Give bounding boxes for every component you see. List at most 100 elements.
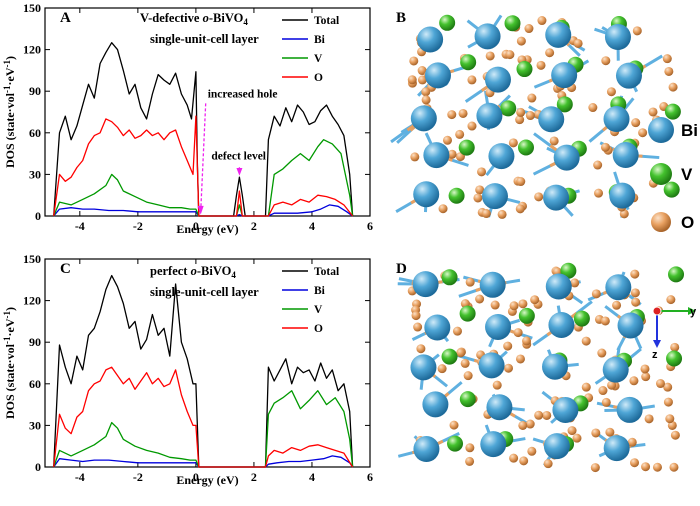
oxygen-atom bbox=[544, 459, 553, 468]
bismuth-atom bbox=[542, 354, 568, 380]
bismuth-atom bbox=[617, 397, 643, 423]
defect-level-arrowhead bbox=[236, 168, 242, 176]
bismuth-atom bbox=[486, 394, 512, 420]
vanadium-atom bbox=[500, 100, 516, 116]
bismuth-atom bbox=[543, 185, 569, 211]
bismuth-atom bbox=[417, 27, 443, 53]
oxygen-atom bbox=[438, 364, 447, 373]
bismuth-atom bbox=[480, 431, 506, 457]
oxygen-atom bbox=[466, 278, 475, 287]
title-c-formula: -BiVO bbox=[197, 264, 232, 278]
oxygen-atom bbox=[530, 295, 539, 304]
vanadium-atom bbox=[439, 15, 455, 31]
y-axis-title-c: DOS (state·vol-1·eV-1) bbox=[2, 307, 17, 419]
oxygen-atom bbox=[601, 143, 610, 152]
y-tick-label-c: 120 bbox=[23, 294, 41, 308]
legend-label-total-a: Total bbox=[314, 15, 339, 27]
oxygen-atom bbox=[630, 458, 639, 467]
crystal-structure-perfect bbox=[398, 263, 684, 472]
atom-spheres bbox=[408, 263, 684, 472]
y-title-part: ·eV bbox=[3, 67, 17, 85]
x-tick-label-c: 6 bbox=[367, 470, 373, 484]
oxygen-atom bbox=[439, 204, 448, 213]
vanadium-atom bbox=[664, 182, 680, 198]
oxygen-atom bbox=[459, 109, 468, 118]
bismuth-atom bbox=[475, 23, 501, 49]
legend-atom-v-icon bbox=[650, 163, 672, 185]
oxygen-atom bbox=[475, 295, 484, 304]
oxygen-atom bbox=[453, 327, 462, 336]
oxygen-atom bbox=[574, 39, 583, 48]
title-c-prefix: perfect bbox=[150, 264, 191, 278]
panel-label-b: B bbox=[396, 10, 406, 26]
oxygen-atom bbox=[537, 61, 546, 70]
oxygen-atom bbox=[665, 414, 674, 423]
oxygen-atom bbox=[527, 94, 536, 103]
vanadium-atom bbox=[668, 266, 684, 282]
legend-atom-v-label: V bbox=[681, 165, 693, 184]
y-tick-label-a: 30 bbox=[29, 167, 41, 181]
x-tick-label-c: 2 bbox=[251, 470, 257, 484]
oxygen-atom bbox=[582, 337, 591, 346]
y-axis-title-text-a: DOS (state·vol-1·eV-1) bbox=[2, 56, 17, 168]
oxygen-atom bbox=[464, 371, 473, 380]
bismuth-atom bbox=[551, 62, 577, 88]
annotation-increased-hole: increased hole bbox=[208, 88, 278, 100]
oxygen-atom bbox=[542, 411, 551, 420]
legend-label-v-a: V bbox=[314, 53, 323, 65]
bismuth-atom bbox=[604, 106, 630, 132]
oxygen-atom bbox=[482, 209, 491, 218]
x-tick-label-a: 6 bbox=[367, 219, 373, 233]
chart-title-a-line1: V-defective o-BiVO4 bbox=[140, 11, 248, 27]
y-tick-label-c: 60 bbox=[29, 377, 41, 391]
y-axis-title-a: DOS (state·vol-1·eV-1) bbox=[2, 56, 17, 168]
y-title-part: DOS (state·vol bbox=[3, 343, 17, 419]
series-line-v-c bbox=[54, 391, 353, 467]
oxygen-atom bbox=[505, 50, 514, 59]
oxygen-atom bbox=[416, 344, 425, 353]
vanadium-atom bbox=[460, 306, 476, 322]
legend-label-bi-c: Bi bbox=[314, 285, 326, 297]
bismuth-atom bbox=[554, 145, 580, 171]
y-tick-label-c: 0 bbox=[35, 460, 41, 474]
chart-title-c-line1: perfect o-BiVO4 bbox=[150, 264, 236, 280]
bismuth-atom bbox=[485, 67, 511, 93]
oxygen-atom bbox=[527, 447, 536, 456]
oxygen-atom bbox=[412, 311, 421, 320]
vanadium-atom bbox=[518, 140, 534, 156]
legend-label-total-c: Total bbox=[314, 266, 339, 278]
oxygen-atom bbox=[591, 463, 600, 472]
y-axis-title-text-c: DOS (state·vol-1·eV-1) bbox=[2, 307, 17, 419]
oxygen-atom bbox=[605, 428, 614, 437]
y-tick-label-a: 120 bbox=[23, 43, 41, 57]
title-a-subscript: 4 bbox=[243, 17, 248, 27]
bismuth-atom bbox=[613, 142, 639, 168]
y-tick-label-c: 90 bbox=[29, 335, 41, 349]
oxygen-atom bbox=[630, 270, 639, 279]
legend-atom-bi-label: Bi bbox=[681, 121, 698, 140]
legend-atom-o-label: O bbox=[681, 213, 694, 232]
oxygen-atom bbox=[413, 323, 422, 332]
vanadium-atom bbox=[449, 188, 465, 204]
y-tick-label-a: 150 bbox=[23, 1, 41, 15]
bismuth-atom bbox=[604, 435, 630, 461]
x-tick-label-a: 4 bbox=[309, 219, 315, 233]
y-title-part: ·eV bbox=[3, 318, 17, 336]
oxygen-atom bbox=[519, 456, 528, 465]
vanadium-atom bbox=[574, 311, 590, 327]
title-c-subscript: 4 bbox=[231, 270, 236, 280]
x-axis-title-a: Energy (eV) bbox=[176, 222, 238, 236]
oxygen-atom bbox=[641, 462, 650, 471]
oxygen-atom bbox=[455, 130, 464, 139]
oxygen-atom bbox=[518, 421, 527, 430]
oxygen-atom bbox=[593, 161, 602, 170]
oxygen-atom bbox=[568, 426, 577, 435]
oxygen-atom bbox=[493, 381, 502, 390]
oxygen-atom bbox=[669, 463, 678, 472]
vanadium-atom bbox=[442, 349, 458, 365]
bismuth-atom bbox=[482, 183, 508, 209]
oxygen-atom bbox=[550, 136, 559, 145]
series-line-bi-c bbox=[54, 456, 353, 467]
